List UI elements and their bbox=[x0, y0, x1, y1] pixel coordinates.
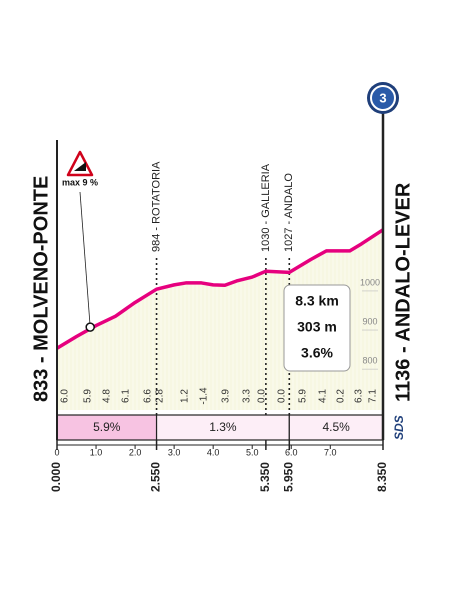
marker-leader bbox=[79, 191, 91, 328]
average-label: 5.9% bbox=[93, 420, 121, 434]
x-tick-label: 0 bbox=[54, 447, 59, 457]
x-tick-label: 3.0 bbox=[168, 447, 181, 457]
gradient-label: 0.2 bbox=[336, 389, 347, 403]
gradient-label: 1.2 bbox=[180, 389, 191, 403]
gradient-label: 6.6 bbox=[143, 389, 154, 403]
max-gradient-point bbox=[85, 322, 95, 332]
average-label: 4.5% bbox=[322, 420, 350, 434]
gradient-label: 6.0 bbox=[60, 389, 71, 403]
waypoint-km: 0.000 bbox=[49, 462, 63, 492]
gradient-label: 4.8 bbox=[102, 389, 113, 403]
x-tick-label: 4.0 bbox=[207, 447, 220, 457]
x-tick-label: 2.0 bbox=[129, 447, 142, 457]
gradient-label: -1.4 bbox=[199, 387, 210, 405]
summary-line: 303 m bbox=[297, 319, 337, 335]
profile-line bbox=[56, 228, 384, 350]
brand: SDS bbox=[392, 415, 406, 440]
waypoint-name: 984 - ROTATORIA bbox=[150, 161, 162, 252]
average-segment bbox=[155, 414, 290, 441]
y-tick-label: 800 bbox=[362, 356, 377, 366]
summary-line: 8.3 km bbox=[295, 293, 339, 309]
max-gradient-label: max 9 % bbox=[62, 177, 98, 187]
start-name: 833 - MOLVENO-PONTE bbox=[30, 176, 52, 402]
average-label: 1.3% bbox=[209, 420, 237, 434]
waypoint-km: 2.550 bbox=[149, 462, 163, 492]
gradient-label: 0.0 bbox=[257, 389, 268, 403]
waypoint-name: 1030 - GALLERIA bbox=[260, 163, 272, 252]
gradient-label: 0.0 bbox=[277, 389, 288, 403]
x-tick-label: 6.0 bbox=[285, 447, 298, 457]
waypoint-km: 8.350 bbox=[375, 462, 389, 492]
gradient-label: 5.9 bbox=[298, 389, 309, 403]
gradient-label: 2.8 bbox=[155, 389, 166, 403]
summary-box bbox=[283, 284, 351, 372]
waypoint-km: 5.350 bbox=[258, 462, 272, 492]
gradient-label: 3.9 bbox=[221, 389, 232, 403]
y-tick-label: 900 bbox=[362, 316, 377, 326]
x-tick-label: 1.0 bbox=[90, 447, 103, 457]
waypoint-name: 1027 - ANDALO bbox=[283, 173, 295, 252]
warning-glyph bbox=[74, 162, 86, 171]
stage-number: 3 bbox=[379, 90, 386, 105]
waypoint-km: 5.950 bbox=[281, 462, 295, 492]
gradient-label: 6.1 bbox=[121, 389, 132, 403]
gradient-label: 5.9 bbox=[83, 389, 94, 403]
x-tick-label: 5.0 bbox=[246, 447, 259, 457]
finish-name: 1136 - ANDALO-LEVER bbox=[392, 182, 414, 402]
summary-line: 3.6% bbox=[301, 345, 333, 361]
stage-badge bbox=[370, 85, 396, 111]
gradient-label: 4.1 bbox=[318, 389, 329, 403]
x-tick-label: 7.0 bbox=[324, 447, 337, 457]
gradient-label: 6.3 bbox=[354, 389, 365, 403]
gradient-label: 7.1 bbox=[368, 389, 379, 403]
gradient-label: 3.3 bbox=[242, 389, 253, 403]
y-tick-label: 1000 bbox=[360, 277, 380, 287]
